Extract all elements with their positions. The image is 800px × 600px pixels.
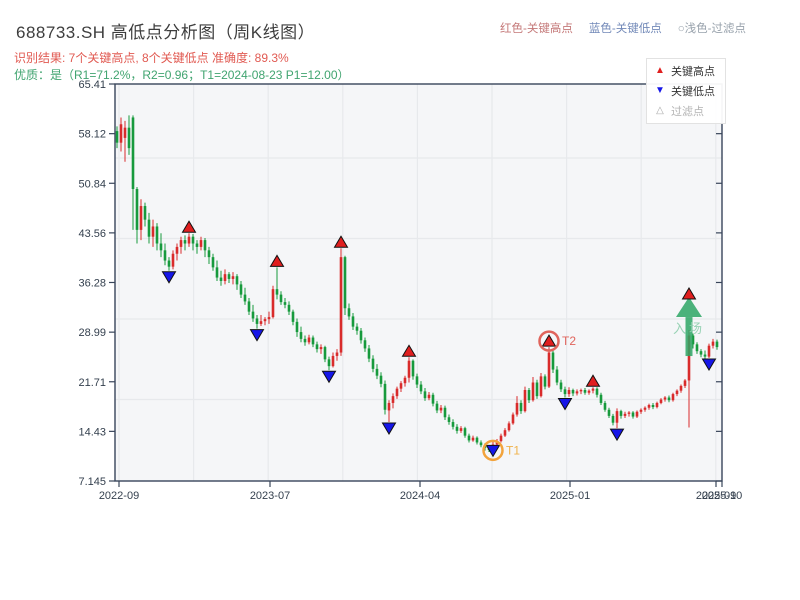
highlight-ring: [538, 330, 560, 352]
key-high-marker: [401, 344, 417, 357]
axes: 65.41 58.12 50.84 43.56 36.28 28.99 21.71 14.43…: [78, 79, 742, 502]
y-tick-label: 21.71: [78, 377, 106, 389]
page-title: 688733.SH 高低点分析图（周K线图）: [16, 23, 316, 42]
key-high-marker: T2: [538, 330, 576, 352]
triangle-open-icon: △: [656, 105, 664, 116]
legend-item-key-high: ▲ 关键高点: [647, 61, 725, 81]
color-key-filtered: ○浅色-过滤点: [677, 23, 746, 35]
legend-item-key-low: ▼ 关键低点: [647, 81, 725, 101]
entry-arrow: [676, 297, 702, 357]
y-tick-label: 65.41: [78, 79, 106, 91]
key-low-marker: [701, 358, 717, 371]
quality-line: 优质：是（R1=71.2%，R2=0.96；T1=2024-08-23 P1=1…: [14, 68, 350, 82]
x-tick-label: 2024-04: [400, 490, 440, 502]
candles: [115, 115, 719, 453]
key-low-marker: [609, 428, 625, 442]
key-low-marker: [557, 397, 573, 411]
y-tick-label: 7.145: [78, 476, 106, 488]
triangle-down-blue-icon: ▼: [655, 85, 665, 96]
legend-item-label: 关键低点: [671, 86, 715, 98]
color-key-high: 红色-关键高点: [500, 23, 573, 35]
x-tick-label: 2023-07: [250, 490, 290, 502]
recognition-result-line: 识别结果: 7个关键高点, 8个关键低点 准确度: 89.3%: [14, 51, 289, 65]
key-high-marker: [181, 220, 197, 233]
highlight-ring: [482, 439, 504, 462]
key-low-marker: [249, 329, 265, 342]
y-tick-label: 36.28: [78, 277, 106, 289]
color-key-low: 蓝色-关键低点: [588, 23, 662, 35]
key-low-marker: [161, 271, 177, 284]
marker-tag: T1: [506, 443, 520, 457]
legend-item-label: 关键高点: [671, 66, 715, 78]
legend-item-filtered: △ 过滤点: [647, 101, 725, 121]
key-high-marker: [333, 235, 349, 248]
key-low-marker: T1: [482, 439, 520, 462]
key-high-marker: [269, 254, 285, 267]
triangle-up-red-icon: ▲: [655, 65, 665, 76]
x-tick-label: 2022-09: [99, 490, 139, 502]
y-tick-label: 14.43: [78, 426, 106, 438]
x-tick-label: 2025-01: [550, 490, 590, 502]
y-tick-label: 58.12: [78, 129, 106, 141]
legend-item-label: 过滤点: [671, 106, 704, 118]
y-tick-label: 43.56: [78, 228, 106, 240]
x-tick-label: 2025-10: [702, 490, 742, 502]
key-high-marker: [681, 287, 697, 300]
y-tick-label: 28.99: [78, 327, 106, 339]
gridlines: [115, 84, 722, 481]
x-tick-label: 2025-09: [696, 490, 736, 502]
key-high-marker: [585, 374, 601, 387]
key-low-marker: [321, 370, 337, 384]
key-low-marker: [381, 422, 397, 436]
y-tick-label: 50.84: [78, 178, 106, 190]
marker-tag: T2: [562, 334, 576, 348]
color-key-legend: 红色-关键高点 蓝色-关键低点 ○浅色-过滤点: [500, 20, 746, 36]
plot-background: [115, 84, 722, 481]
chart-legend-box: ▲ 关键高点 ▼ 关键低点 △ 过滤点: [646, 58, 726, 124]
entry-label: 入场: [673, 321, 705, 336]
